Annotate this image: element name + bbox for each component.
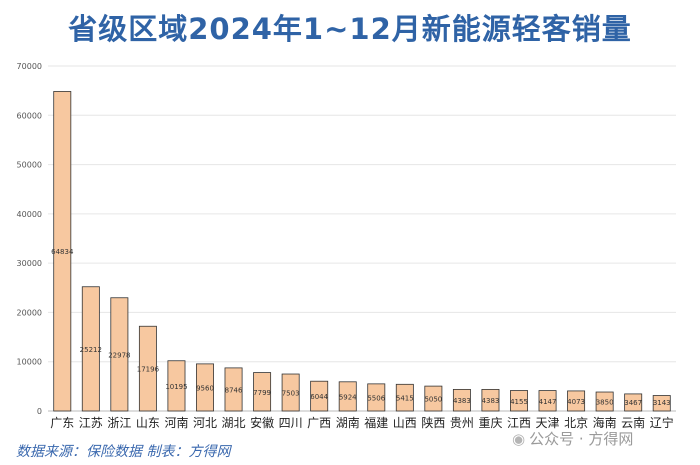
data-source-note: 数据来源：保险数据 制表：方得网 [16,444,231,460]
data-label: 5415 [396,395,414,403]
y-tick-label: 70000 [17,62,42,71]
data-label: 3143 [653,399,671,407]
chart-title: 省级区域2024年1~12月新能源轻客销量 [68,12,632,46]
x-tick-label: 湖南 [336,415,360,430]
data-label: 10195 [165,383,187,391]
bar [167,360,186,412]
data-label: 5506 [367,394,385,402]
bar [310,380,329,412]
bar [281,373,300,412]
data-label: 9560 [196,384,214,392]
data-label: 8746 [225,386,243,394]
bar [481,388,500,412]
data-label: 5924 [339,393,357,401]
x-tick-label: 江苏 [79,416,103,430]
data-label: 7503 [282,390,300,398]
x-tick-label: 广西 [307,416,331,430]
x-tick-label: 辽宁 [650,415,674,430]
x-tick-label: 河北 [193,416,217,430]
bar [510,390,528,412]
x-tick-label: 四川 [279,416,303,430]
data-label: 4147 [539,398,557,406]
bar [253,372,272,412]
bar [652,395,671,412]
data-label: 4155 [510,398,528,406]
watermark-text: 公众号 · 方得网 [529,430,634,448]
bar [538,390,557,412]
x-tick-label: 浙江 [107,416,131,430]
x-tick-label: 云南 [621,415,645,430]
x-tick-label: 山东 [136,416,160,430]
x-tick-label: 江西 [507,416,531,430]
bar [138,325,157,412]
data-label: 3467 [624,399,642,407]
y-tick-label: 10000 [17,358,42,367]
x-tick-label: 重庆 [478,416,502,430]
x-tick-label: 福建 [364,415,388,430]
bar [567,390,586,412]
bars [53,91,671,412]
data-label: 3850 [596,399,614,407]
x-tick-label: 陕西 [421,415,445,430]
bar [81,286,100,412]
data-label: 4383 [482,397,500,405]
bar [424,385,443,412]
y-tick-label: 40000 [17,210,42,219]
data-label: 4383 [453,397,471,405]
bar [110,297,129,412]
x-tick-label: 贵州 [450,416,474,430]
y-tick-label: 30000 [17,259,42,268]
bar [196,363,214,412]
x-axis-ticks: 广东 江苏 浙江 山东 河南 河北 湖北 安徽 四川 广西 湖南 福建 山西 陕西 贵州 重庆 江西 天津 北京 海南… [50,415,673,430]
bar [338,381,357,412]
data-label: 17196 [137,366,160,374]
data-label: 6044 [310,393,328,401]
bar [224,367,243,412]
y-tick-label: 50000 [17,161,42,170]
y-tick-label: 0 [37,407,42,416]
bar [595,391,614,412]
data-label: 4073 [567,398,585,406]
data-labels: 64834 25212 22978 17196 10195 9560 8746 7799 750… [51,248,671,407]
x-tick-label: 湖北 [222,415,246,430]
bar [53,91,72,412]
data-label: 64834 [51,248,74,256]
x-tick-label: 广东 [50,416,74,430]
x-tick-label: 天津 [536,416,560,430]
data-label: 7799 [253,389,271,397]
bar [624,393,643,412]
watermark: ◉ 公众号 · 方得网 [512,428,633,449]
y-tick-label: 20000 [17,308,42,317]
y-tick-label: 60000 [17,111,42,120]
data-label: 25212 [80,346,102,354]
x-tick-label: 山西 [393,416,417,430]
wechat-icon: ◉ [512,430,526,448]
x-tick-label: 海南 [593,415,617,430]
bar [367,383,386,412]
x-tick-label: 安徽 [250,415,274,430]
data-label: 5050 [424,396,442,404]
x-tick-label: 河南 [164,415,188,430]
data-label: 22978 [108,351,130,359]
x-tick-label: 北京 [564,416,588,430]
bar [452,388,471,412]
y-axis-ticks: 0 10000 20000 30000 40000 50000 60000 70000 [17,62,42,416]
bar [395,383,414,412]
